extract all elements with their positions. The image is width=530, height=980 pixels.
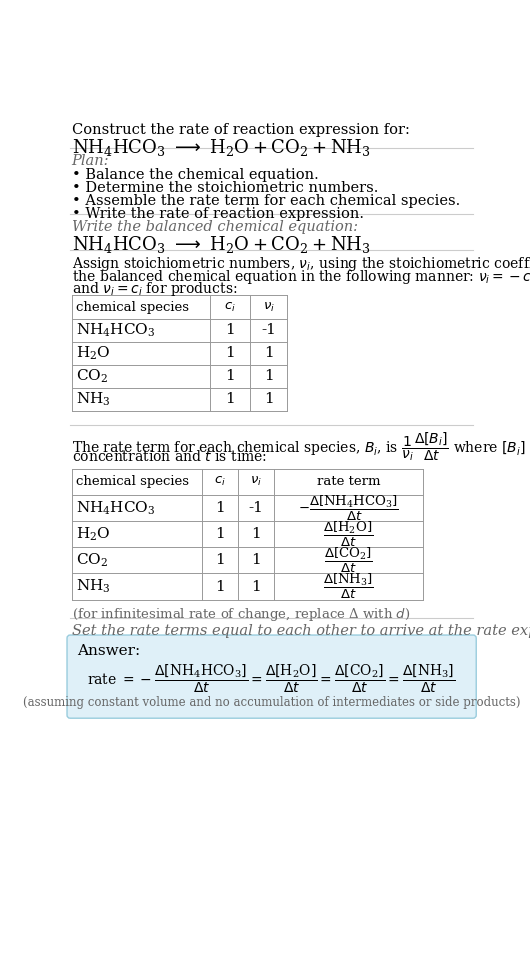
Text: $\mathregular{NH_3}$: $\mathregular{NH_3}$ [76, 391, 111, 408]
Text: 1: 1 [225, 369, 235, 383]
Text: -1: -1 [261, 323, 276, 337]
Text: $\mathregular{NH_3}$: $\mathregular{NH_3}$ [76, 578, 111, 595]
Text: $\nu_i$: $\nu_i$ [250, 475, 262, 488]
FancyBboxPatch shape [67, 635, 476, 718]
Text: Assign stoichiometric numbers, $\nu_i$, using the stoichiometric coefficients, $: Assign stoichiometric numbers, $\nu_i$, … [72, 256, 530, 273]
Text: The rate term for each chemical species, $B_i$, is $\dfrac{1}{\nu_i}\dfrac{\Delt: The rate term for each chemical species,… [72, 430, 530, 463]
Text: 1: 1 [263, 346, 273, 361]
Text: Write the balanced chemical equation:: Write the balanced chemical equation: [72, 220, 358, 234]
Text: the balanced chemical equation in the following manner: $\nu_i = -c_i$ for react: the balanced chemical equation in the fo… [72, 268, 530, 286]
Text: 1: 1 [225, 392, 235, 407]
Text: 1: 1 [215, 501, 225, 515]
Text: 1: 1 [251, 579, 261, 594]
Text: and $\nu_i = c_i$ for products:: and $\nu_i = c_i$ for products: [72, 280, 237, 298]
Text: (for infinitesimal rate of change, replace Δ with $d$): (for infinitesimal rate of change, repla… [72, 606, 410, 622]
Text: $c_i$: $c_i$ [224, 301, 236, 314]
Text: 1: 1 [263, 392, 273, 407]
Text: $\mathregular{NH_4HCO_3}$: $\mathregular{NH_4HCO_3}$ [76, 499, 156, 516]
Text: Answer:: Answer: [77, 644, 140, 659]
Text: 1: 1 [225, 346, 235, 361]
Text: • Determine the stoichiometric numbers.: • Determine the stoichiometric numbers. [72, 180, 378, 195]
Text: $\dfrac{\Delta[\mathregular{H_2O}]}{\Delta t}$: $\dfrac{\Delta[\mathregular{H_2O}]}{\Del… [323, 519, 374, 549]
Text: $\mathregular{NH_4HCO_3}\ \longrightarrow\ \mathregular{H_2O}+\mathregular{CO_2}: $\mathregular{NH_4HCO_3}\ \longrightarro… [72, 234, 370, 255]
Text: Plan:: Plan: [72, 154, 109, 168]
Text: 1: 1 [215, 579, 225, 594]
Text: 1: 1 [215, 527, 225, 541]
Text: 1: 1 [215, 554, 225, 567]
Text: 1: 1 [251, 554, 261, 567]
Text: • Write the rate of reaction expression.: • Write the rate of reaction expression. [72, 207, 364, 220]
Text: $\nu_i$: $\nu_i$ [262, 301, 275, 314]
Text: chemical species: chemical species [76, 475, 189, 488]
Text: Construct the rate of reaction expression for:: Construct the rate of reaction expressio… [72, 122, 410, 137]
Text: chemical species: chemical species [76, 301, 189, 314]
Text: rate term: rate term [316, 475, 380, 488]
Text: rate $= -\dfrac{\Delta[\mathregular{NH_4HCO_3}]}{\Delta t}= \dfrac{\Delta[\mathr: rate $= -\dfrac{\Delta[\mathregular{NH_4… [87, 662, 456, 695]
Text: concentration and $t$ is time:: concentration and $t$ is time: [72, 449, 267, 464]
Text: -1: -1 [249, 501, 263, 515]
Text: • Balance the chemical equation.: • Balance the chemical equation. [72, 168, 319, 181]
Text: $\mathregular{H_2O}$: $\mathregular{H_2O}$ [76, 345, 111, 362]
Text: 1: 1 [225, 323, 235, 337]
Text: $-\dfrac{\Delta[\mathregular{NH_4HCO_3}]}{\Delta t}$: $-\dfrac{\Delta[\mathregular{NH_4HCO_3}]… [298, 493, 399, 522]
Text: $\dfrac{\Delta[\mathregular{CO_2}]}{\Delta t}$: $\dfrac{\Delta[\mathregular{CO_2}]}{\Del… [324, 546, 373, 575]
Text: $\mathregular{CO_2}$: $\mathregular{CO_2}$ [76, 552, 109, 569]
Text: $\mathregular{H_2O}$: $\mathregular{H_2O}$ [76, 525, 111, 543]
Text: 1: 1 [263, 369, 273, 383]
Text: $\dfrac{\Delta[\mathregular{NH_3}]}{\Delta t}$: $\dfrac{\Delta[\mathregular{NH_3}]}{\Del… [323, 572, 374, 601]
Text: 1: 1 [251, 527, 261, 541]
Text: $\mathregular{NH_4HCO_3}$: $\mathregular{NH_4HCO_3}$ [76, 321, 156, 339]
Text: • Assemble the rate term for each chemical species.: • Assemble the rate term for each chemic… [72, 194, 460, 208]
Text: Set the rate terms equal to each other to arrive at the rate expression:: Set the rate terms equal to each other t… [72, 624, 530, 638]
Text: $\mathregular{CO_2}$: $\mathregular{CO_2}$ [76, 368, 109, 385]
Text: $c_i$: $c_i$ [214, 475, 226, 488]
Text: $\mathregular{NH_4HCO_3}\ \longrightarrow\ \mathregular{H_2O}+\mathregular{CO_2}: $\mathregular{NH_4HCO_3}\ \longrightarro… [72, 137, 370, 158]
Text: (assuming constant volume and no accumulation of intermediates or side products): (assuming constant volume and no accumul… [23, 696, 520, 709]
